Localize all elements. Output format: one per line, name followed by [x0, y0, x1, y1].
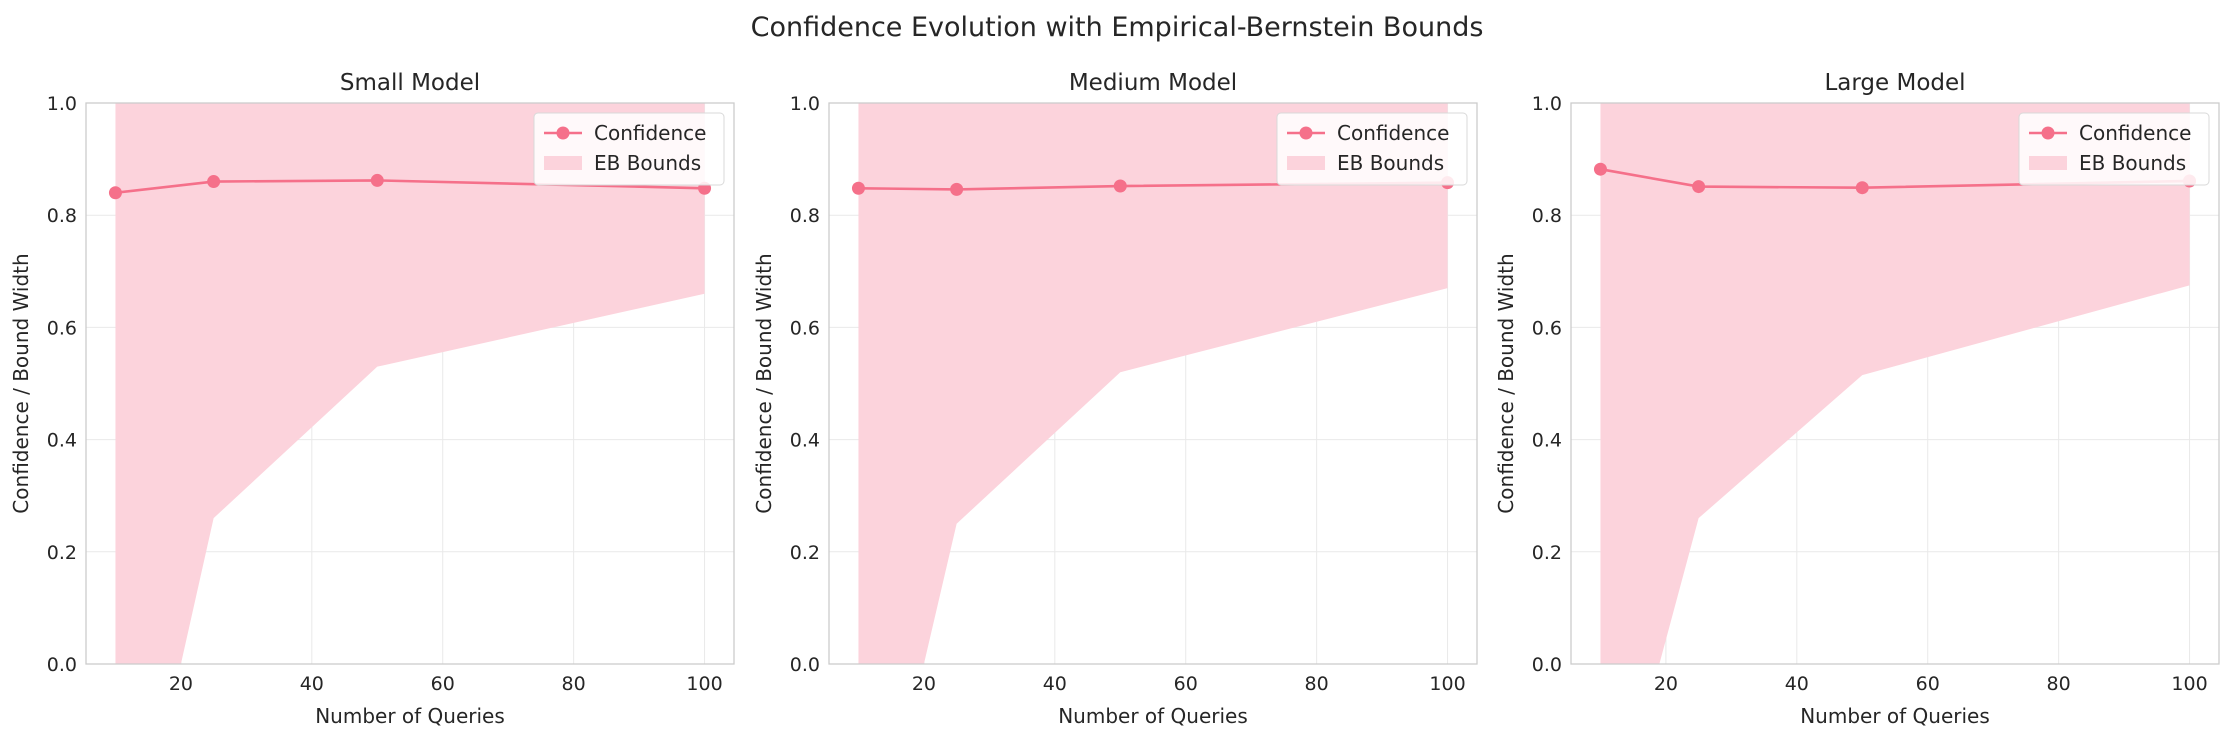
x-tick-label: 20	[169, 673, 193, 695]
confidence-point	[1692, 180, 1706, 194]
y-tick-label: 0.0	[790, 654, 820, 676]
x-tick-label: 20	[912, 673, 936, 695]
x-tick-label: 100	[2171, 673, 2207, 695]
x-tick-label: 60	[1174, 673, 1198, 695]
y-tick-label: 0.4	[1532, 430, 1562, 452]
confidence-point	[108, 186, 122, 200]
y-tick-label: 0.6	[47, 317, 77, 339]
legend: Confidence EB Bounds	[1276, 112, 1468, 186]
axes-frame	[85, 102, 735, 665]
confidence-point	[950, 182, 964, 196]
legend-bounds-swatch	[1287, 156, 1325, 170]
panel-title: Large Model	[1824, 70, 1965, 96]
y-tick-label: 0.6	[790, 317, 820, 339]
chart-panel-2: 20 40 60 80 100 0.0 0.2 0.4 0.6 0.8 1.0 Medium Mode…	[752, 70, 1478, 728]
eb-bounds-band	[115, 103, 705, 664]
confidence-point	[1113, 179, 1127, 193]
x-axis-label: Number of Queries	[1800, 704, 1990, 728]
legend: Confidence EB Bounds	[2018, 112, 2210, 186]
y-tick-label: 0.2	[1532, 542, 1562, 564]
eb-bounds-band	[1600, 103, 2190, 664]
y-tick-label: 0.2	[790, 542, 820, 564]
y-tick-label: 0.6	[1532, 317, 1562, 339]
x-axis-label: Number of Queries	[1058, 704, 1248, 728]
y-axis-label: Confidence / Bound Width	[9, 253, 33, 513]
axes-frame	[828, 102, 1478, 665]
chart-panel-3: 20 40 60 80 100 0.0 0.2 0.4 0.6 0.8 1.0 Large Model…	[1494, 70, 2220, 728]
x-tick-label: 100	[686, 673, 722, 695]
confidence-point	[1855, 181, 1869, 195]
x-tick-label: 60	[431, 673, 455, 695]
legend-bounds-swatch	[544, 156, 582, 170]
x-tick-label: 60	[1916, 673, 1940, 695]
panel-title: Medium Model	[1069, 70, 1237, 96]
confidence-point	[370, 173, 384, 187]
legend-bounds-label: EB Bounds	[2079, 151, 2186, 175]
legend-bounds-label: EB Bounds	[1337, 151, 1444, 175]
legend-confidence-marker	[1299, 126, 1313, 140]
legend-confidence-label: Confidence	[1337, 121, 1449, 145]
chart-panels: 20 40 60 80 100 0.0 0.2 0.4 0.6 0.8 1.0 Small Model…	[9, 70, 2220, 728]
y-tick-label: 0.8	[47, 205, 77, 227]
confidence-point	[207, 175, 221, 189]
y-tick-label: 1.0	[1532, 93, 1562, 115]
y-tick-label: 0.4	[47, 430, 77, 452]
legend-confidence-marker	[556, 126, 570, 140]
legend-bounds-label: EB Bounds	[594, 151, 701, 175]
confidence-point	[1593, 162, 1607, 176]
legend-confidence-marker	[2041, 126, 2055, 140]
panel-title: Small Model	[340, 70, 480, 96]
x-axis-label: Number of Queries	[315, 704, 505, 728]
chart-panel-1: 20 40 60 80 100 0.0 0.2 0.4 0.6 0.8 1.0 Small Model…	[9, 70, 735, 728]
figure-title: Confidence Evolution with Empirical-Bern…	[751, 12, 1484, 43]
x-tick-label: 40	[300, 673, 324, 695]
confidence-point	[851, 181, 865, 195]
y-tick-label: 0.8	[1532, 205, 1562, 227]
legend-bounds-swatch	[2029, 156, 2067, 170]
x-tick-label: 40	[1043, 673, 1067, 695]
x-tick-label: 80	[2047, 673, 2071, 695]
x-tick-label: 40	[1785, 673, 1809, 695]
y-tick-label: 0.0	[47, 654, 77, 676]
legend: Confidence EB Bounds	[533, 112, 725, 186]
x-tick-label: 80	[1305, 673, 1329, 695]
y-tick-label: 0.2	[47, 542, 77, 564]
axes-frame	[1570, 102, 2220, 665]
y-axis-label: Confidence / Bound Width	[1494, 253, 1518, 513]
y-tick-label: 0.4	[790, 430, 820, 452]
y-tick-label: 0.0	[1532, 654, 1562, 676]
x-tick-label: 20	[1654, 673, 1678, 695]
x-tick-label: 80	[562, 673, 586, 695]
legend-confidence-label: Confidence	[594, 121, 706, 145]
y-axis-label: Confidence / Bound Width	[752, 253, 776, 513]
eb-bounds-band	[858, 103, 1448, 664]
legend-confidence-label: Confidence	[2079, 121, 2191, 145]
x-tick-label: 100	[1429, 673, 1465, 695]
y-tick-label: 1.0	[47, 93, 77, 115]
y-tick-label: 0.8	[790, 205, 820, 227]
y-tick-label: 1.0	[790, 93, 820, 115]
